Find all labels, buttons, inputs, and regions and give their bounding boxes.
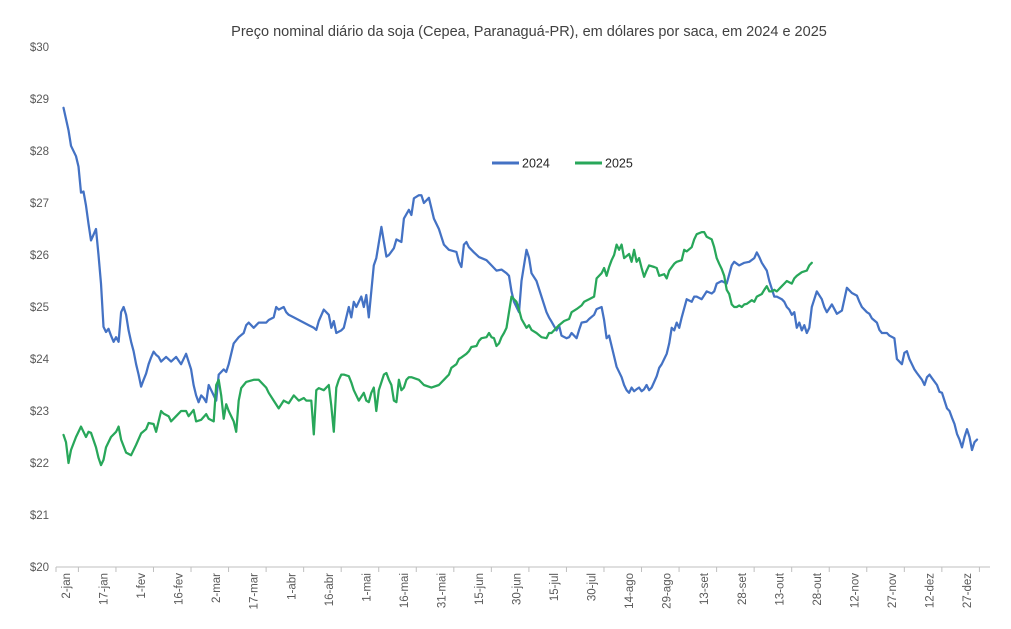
x-tick-label: 14-ago <box>624 573 636 609</box>
x-axis: 2-jan 17-jan 1-fev 16-fev 2-mar 17-mar 1-abr 16… <box>55 566 990 610</box>
y-tick-label: $29 <box>30 94 49 106</box>
y-tick-label: $20 <box>30 562 49 574</box>
legend: 2024 2025 <box>492 157 633 171</box>
y-tick-label: $30 <box>30 42 49 54</box>
chart-title: Preço nominal diário da soja (Cepea, Par… <box>231 24 827 40</box>
x-tick-label: 15-jun <box>474 573 486 605</box>
x-tick-label: 12-dez <box>924 573 936 608</box>
x-tick-label: 16-fev <box>174 573 186 605</box>
series-line-2025 <box>62 230 813 467</box>
x-tick-label: 16-mai <box>399 573 411 608</box>
legend-label-2025: 2025 <box>605 157 633 171</box>
x-tick-label: 12-nov <box>849 573 861 608</box>
x-tick-label: 1-mai <box>361 573 373 602</box>
x-tick-label: 31-mai <box>436 573 448 608</box>
y-tick-label: $27 <box>30 198 49 210</box>
y-tick-label: $26 <box>30 250 49 262</box>
x-tick-label: 29-ago <box>662 573 674 609</box>
x-tick-label: 17-mar <box>249 573 261 610</box>
x-tick-label: 28-set <box>737 572 749 605</box>
y-tick-label: $25 <box>30 302 49 314</box>
x-tick-label: 27-dez <box>962 573 974 608</box>
series-lines <box>62 106 979 467</box>
y-tick-label: $22 <box>30 458 49 470</box>
x-tick-label: 13-out <box>774 572 786 605</box>
y-tick-label: $28 <box>30 146 49 158</box>
x-tick-label: 13-set <box>699 572 711 605</box>
x-tick-label: 28-out <box>812 572 824 605</box>
x-tick-label: 1-abr <box>286 573 298 600</box>
x-tick-label: 2-jan <box>61 573 73 599</box>
legend-label-2024: 2024 <box>522 157 550 171</box>
x-tick-label: 30-jun <box>512 573 524 605</box>
x-tick-label: 30-jul <box>587 573 599 601</box>
y-tick-label: $21 <box>30 510 49 522</box>
series-line-2024 <box>62 106 979 452</box>
x-tick-label: 16-abr <box>324 573 336 606</box>
x-tick-label: 27-nov <box>887 573 899 608</box>
x-tick-label: 2-mar <box>211 573 223 603</box>
y-axis-labels: $30 $29 $28 $27 $26 $25 $24 $23 $22 $21 $20 <box>30 42 50 574</box>
x-tick-label: 17-jan <box>99 573 111 605</box>
x-tick-label: 1-fev <box>136 573 148 599</box>
y-tick-label: $23 <box>30 406 49 418</box>
x-tick-label: 15-jul <box>549 573 561 601</box>
y-tick-label: $24 <box>30 354 50 366</box>
